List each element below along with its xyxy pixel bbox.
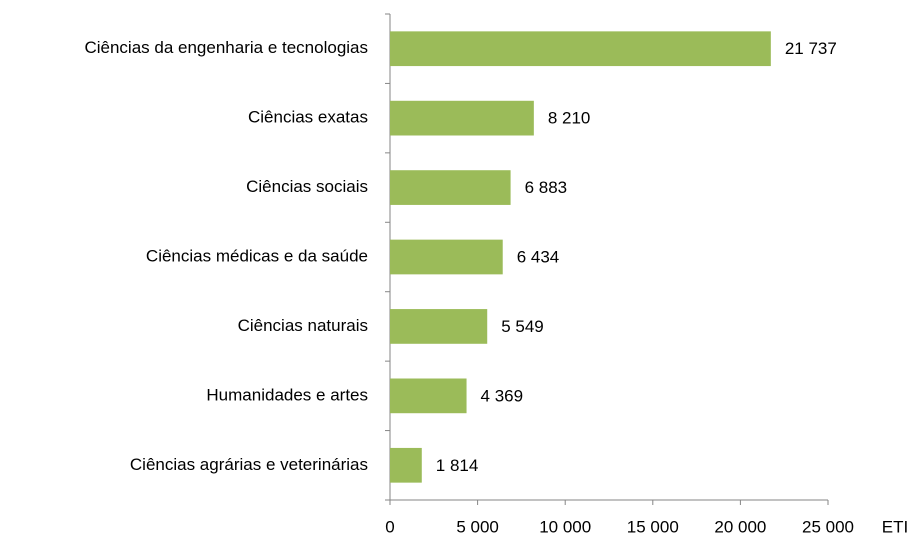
y-tick-label: Ciências médicas e da saúde bbox=[146, 246, 368, 265]
x-tick-label: 10 000 bbox=[539, 517, 591, 536]
bar bbox=[390, 170, 511, 205]
bar bbox=[390, 239, 503, 275]
y-tick-label: Ciências naturais bbox=[238, 316, 368, 335]
data-label: 6 434 bbox=[517, 247, 560, 266]
data-label: 1 814 bbox=[436, 456, 479, 475]
bar bbox=[390, 309, 488, 344]
bar bbox=[390, 378, 467, 414]
x-axis-label: ETI bbox=[882, 517, 908, 536]
y-tick-label: Ciências exatas bbox=[248, 108, 368, 127]
bar bbox=[390, 447, 422, 483]
x-tick-label: 0 bbox=[385, 517, 394, 536]
x-tick-label: 15 000 bbox=[627, 517, 679, 536]
data-label: 6 883 bbox=[525, 178, 568, 197]
y-tick-label: Ciências agrárias e veterinárias bbox=[130, 455, 368, 474]
bar bbox=[390, 100, 534, 136]
y-tick-label: Humanidades e artes bbox=[206, 385, 368, 404]
bar bbox=[390, 31, 771, 67]
data-label: 21 737 bbox=[785, 39, 837, 58]
data-label: 4 369 bbox=[481, 386, 524, 405]
data-label: 5 549 bbox=[501, 317, 544, 336]
x-tick-label: 5 000 bbox=[456, 517, 499, 536]
x-tick-label: 20 000 bbox=[714, 517, 766, 536]
y-tick-label: Ciências da engenharia e tecnologias bbox=[84, 38, 368, 57]
data-label: 8 210 bbox=[548, 109, 591, 128]
x-tick-label: 25 000 bbox=[802, 517, 854, 536]
y-tick-label: Ciências sociais bbox=[246, 177, 368, 196]
